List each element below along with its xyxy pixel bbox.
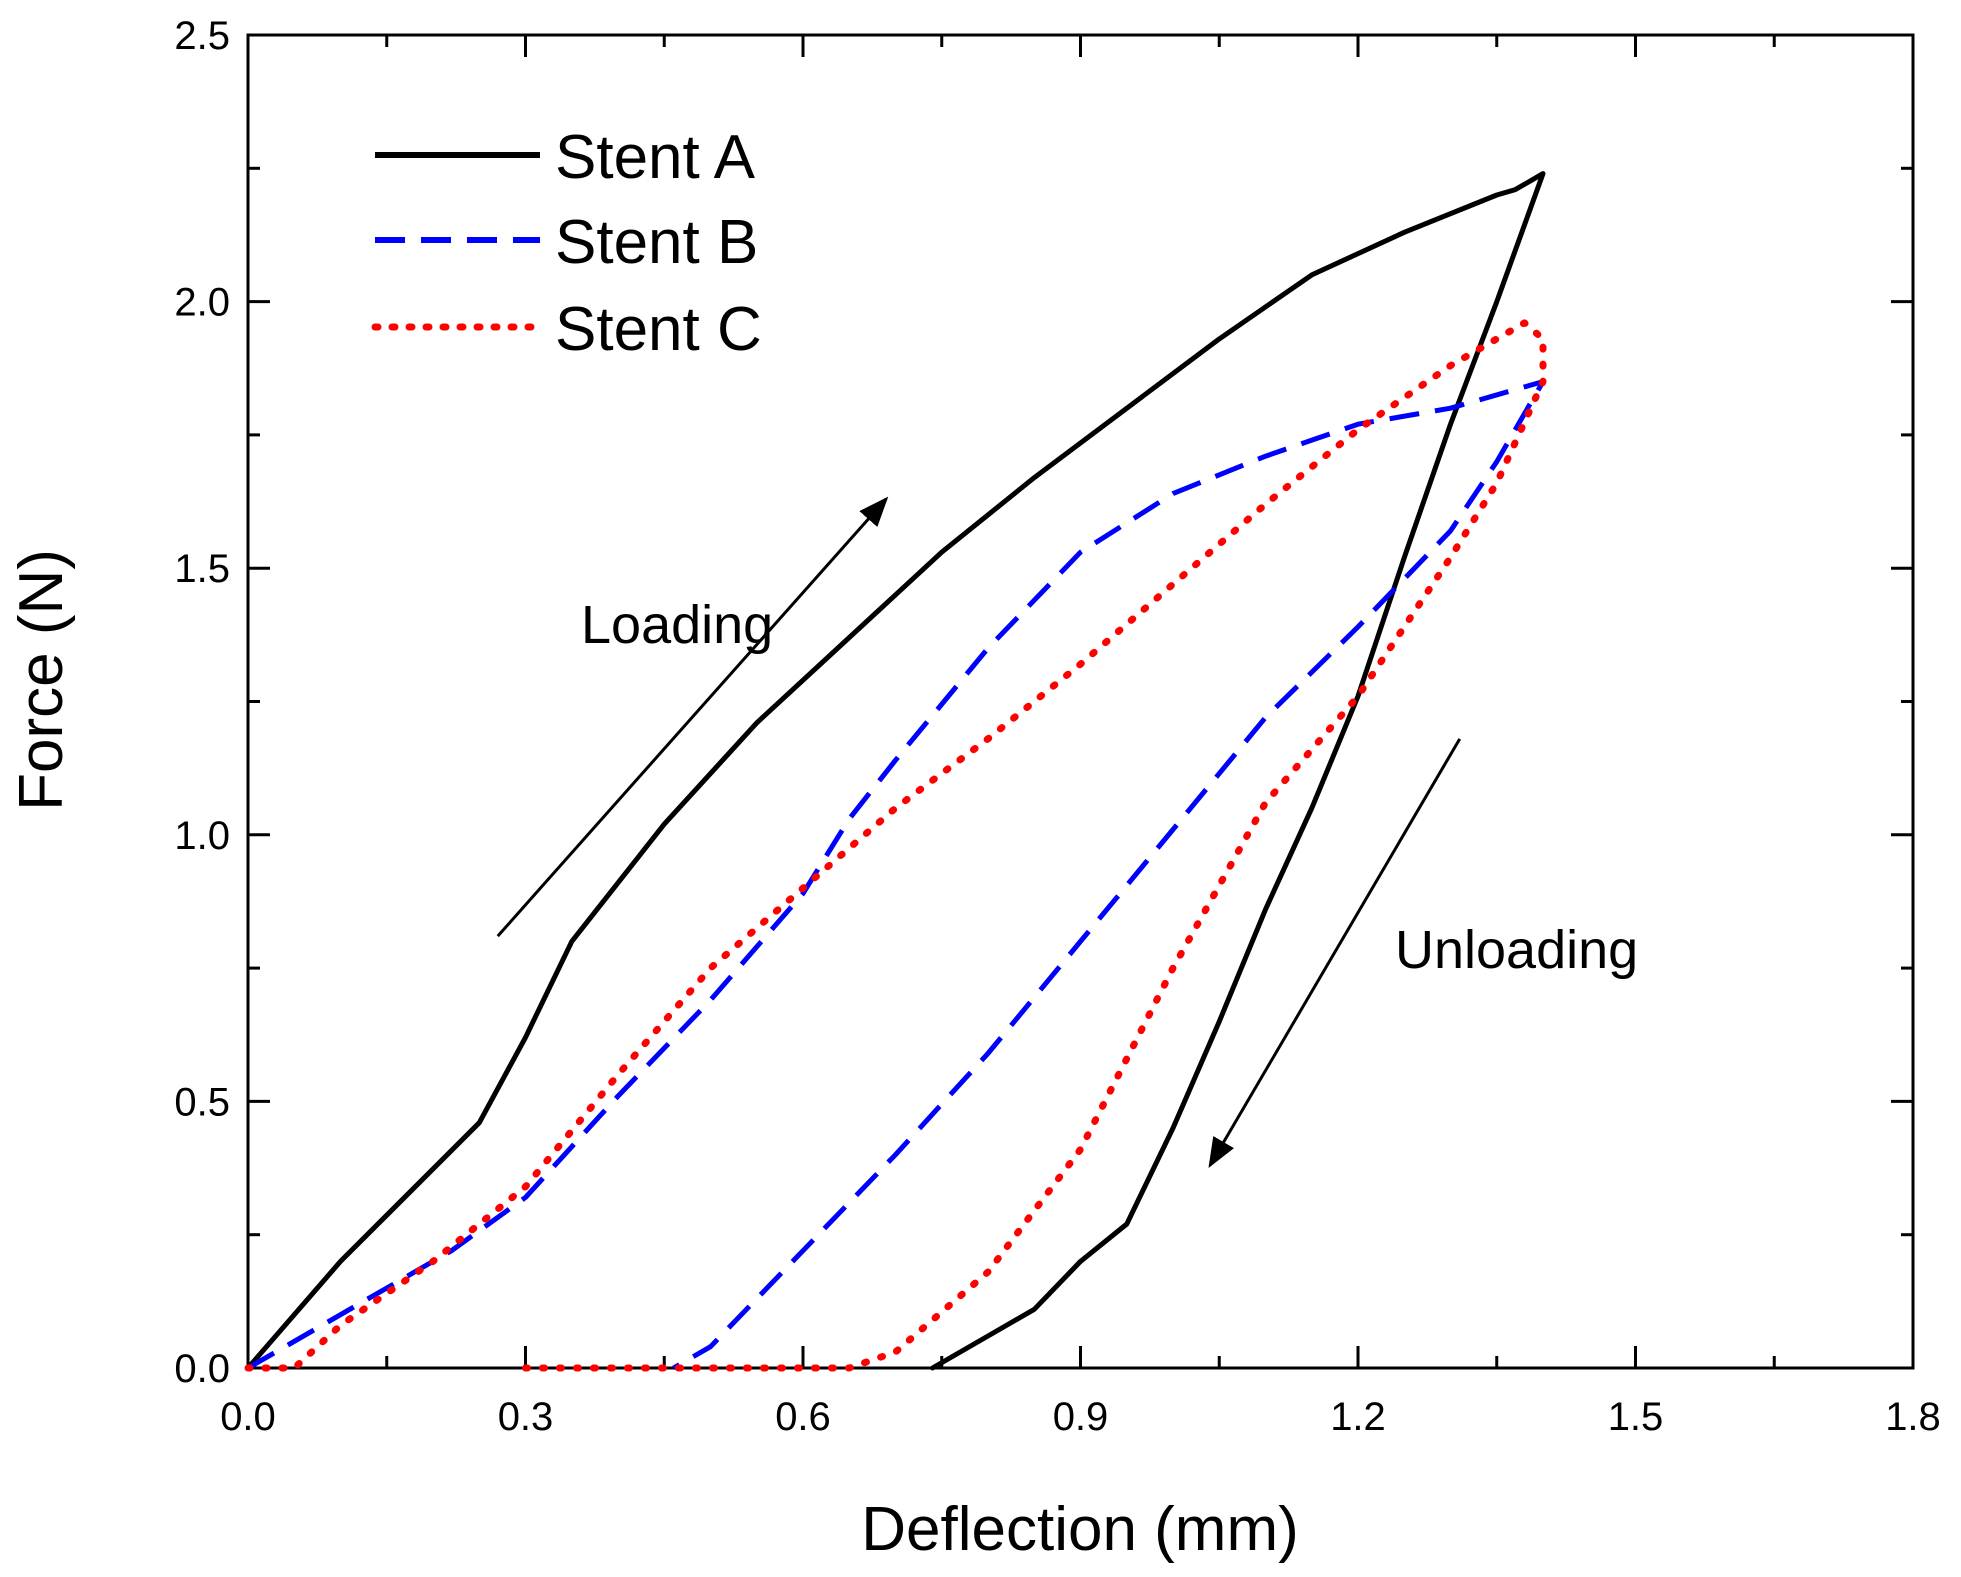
y-axis-title: Force (N) [7,549,76,811]
legend-label-stent-a: Stent A [555,123,756,192]
x-tick-label: 1.5 [1608,1395,1664,1439]
series-stent-a [245,171,1546,1371]
x-tick-label: 0.3 [498,1395,554,1439]
axis-ticks [246,33,1915,1370]
annotation-layer: Loading Unloading [581,595,1638,980]
annotation-unloading: Unloading [1395,920,1638,980]
y-tick-label: 0.0 [174,1347,230,1391]
annotation-loading: Loading [581,595,773,655]
legend-label-stent-b: Stent B [555,208,758,277]
unloading-arrow [1208,738,1462,1168]
x-tick-label: 0.0 [220,1395,276,1439]
plot-frame [246,33,1915,1370]
series-stent-b [246,379,1546,1371]
y-tick-label: 1.5 [174,547,230,591]
legend: Stent A Stent B Stent C [371,123,762,364]
series-stent-c [244,319,1547,1372]
x-tick-label: 0.6 [775,1395,831,1439]
axis-tick-labels: 0.0 0.3 0.6 0.9 1.2 1.5 1.8 0.0 0.5 1.0 1.5 2.0 2.5 [174,14,1940,1439]
loading-arrow [496,496,889,938]
y-tick-label: 1.0 [174,814,230,858]
series-layer [244,171,1547,1372]
y-tick-label: 2.0 [174,281,230,325]
y-tick-label: 2.5 [174,14,230,58]
legend-label-stent-c: Stent C [555,295,762,364]
x-tick-label: 1.2 [1330,1395,1386,1439]
x-axis-title: Deflection (mm) [861,1495,1299,1564]
x-tick-label: 1.8 [1885,1395,1941,1439]
y-tick-label: 0.5 [174,1080,230,1124]
x-tick-label: 0.9 [1053,1395,1109,1439]
arrow-layer [496,496,1462,1168]
